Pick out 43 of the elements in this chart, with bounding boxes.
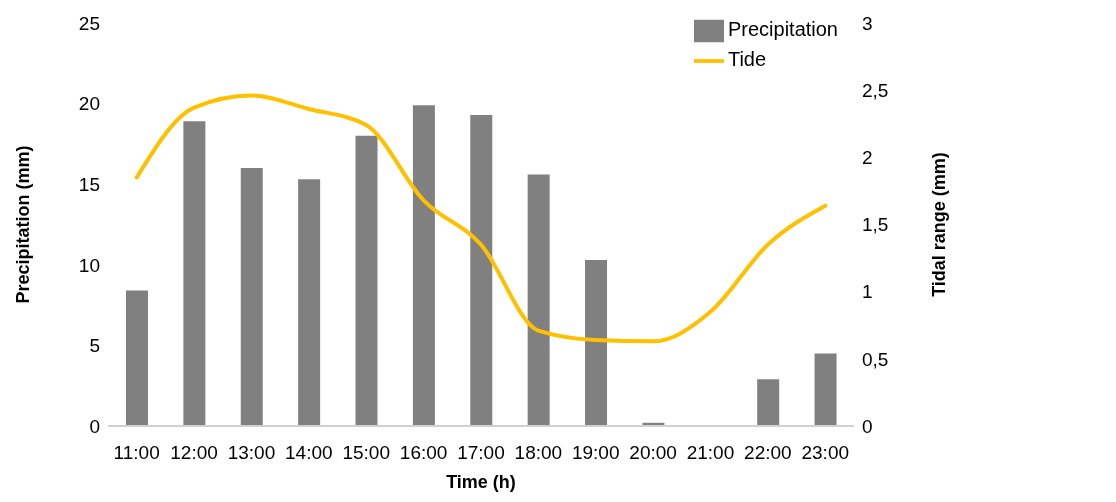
legend-label: Tide bbox=[727, 48, 767, 71]
bar bbox=[814, 353, 837, 426]
bar bbox=[412, 105, 435, 426]
legend-label: Precipitation bbox=[727, 18, 838, 41]
bar bbox=[470, 114, 493, 426]
bar bbox=[240, 168, 263, 426]
x-tick-label: 11:00 bbox=[113, 442, 160, 464]
x-axis-title: Time (h) bbox=[446, 472, 516, 492]
y2-tick-label: 2,5 bbox=[861, 79, 889, 101]
x-tick-label: 17:00 bbox=[457, 442, 505, 464]
bar bbox=[298, 179, 321, 426]
y2-tick-label: 1 bbox=[861, 281, 873, 303]
bar bbox=[527, 174, 550, 426]
y-axis-title: Precipitation (mm) bbox=[13, 145, 34, 304]
x-tick-label: 13:00 bbox=[227, 442, 276, 464]
y-tick-label: 5 bbox=[89, 335, 100, 357]
y-tick-label: 0 bbox=[89, 415, 100, 437]
bar bbox=[183, 121, 206, 426]
x-tick-label: 21:00 bbox=[686, 442, 735, 464]
x-tick-label: 22:00 bbox=[744, 442, 792, 464]
bar bbox=[126, 290, 148, 426]
x-tick-label: 19:00 bbox=[571, 442, 620, 464]
y2-tick-label: 0,5 bbox=[861, 348, 889, 370]
y2-tick-label: 2 bbox=[861, 147, 873, 169]
y-tick-label: 10 bbox=[78, 254, 100, 276]
y2-tick-label: 1,5 bbox=[861, 214, 889, 236]
bar bbox=[585, 259, 608, 426]
bar bbox=[757, 379, 780, 426]
y2-tick-label: 3 bbox=[861, 12, 873, 34]
y-tick-label: 25 bbox=[78, 12, 100, 34]
x-tick-label: 15:00 bbox=[342, 442, 390, 464]
y-tick-label: 15 bbox=[78, 173, 100, 195]
line-series bbox=[134, 93, 828, 344]
y-tick-label: 20 bbox=[78, 93, 100, 115]
x-tick-label: 12:00 bbox=[170, 442, 218, 464]
y2-axis-title: Tidal range (mm) bbox=[929, 152, 950, 297]
x-tick-label: 18:00 bbox=[514, 442, 563, 464]
x-tick-label: 14:00 bbox=[285, 442, 333, 464]
bar bbox=[355, 135, 378, 426]
x-tick-label: 20:00 bbox=[629, 442, 677, 464]
y2-tick-label: 0 bbox=[861, 415, 873, 437]
x-tick-label: 23:00 bbox=[801, 442, 850, 464]
x-tick-label: 16:00 bbox=[399, 442, 448, 464]
